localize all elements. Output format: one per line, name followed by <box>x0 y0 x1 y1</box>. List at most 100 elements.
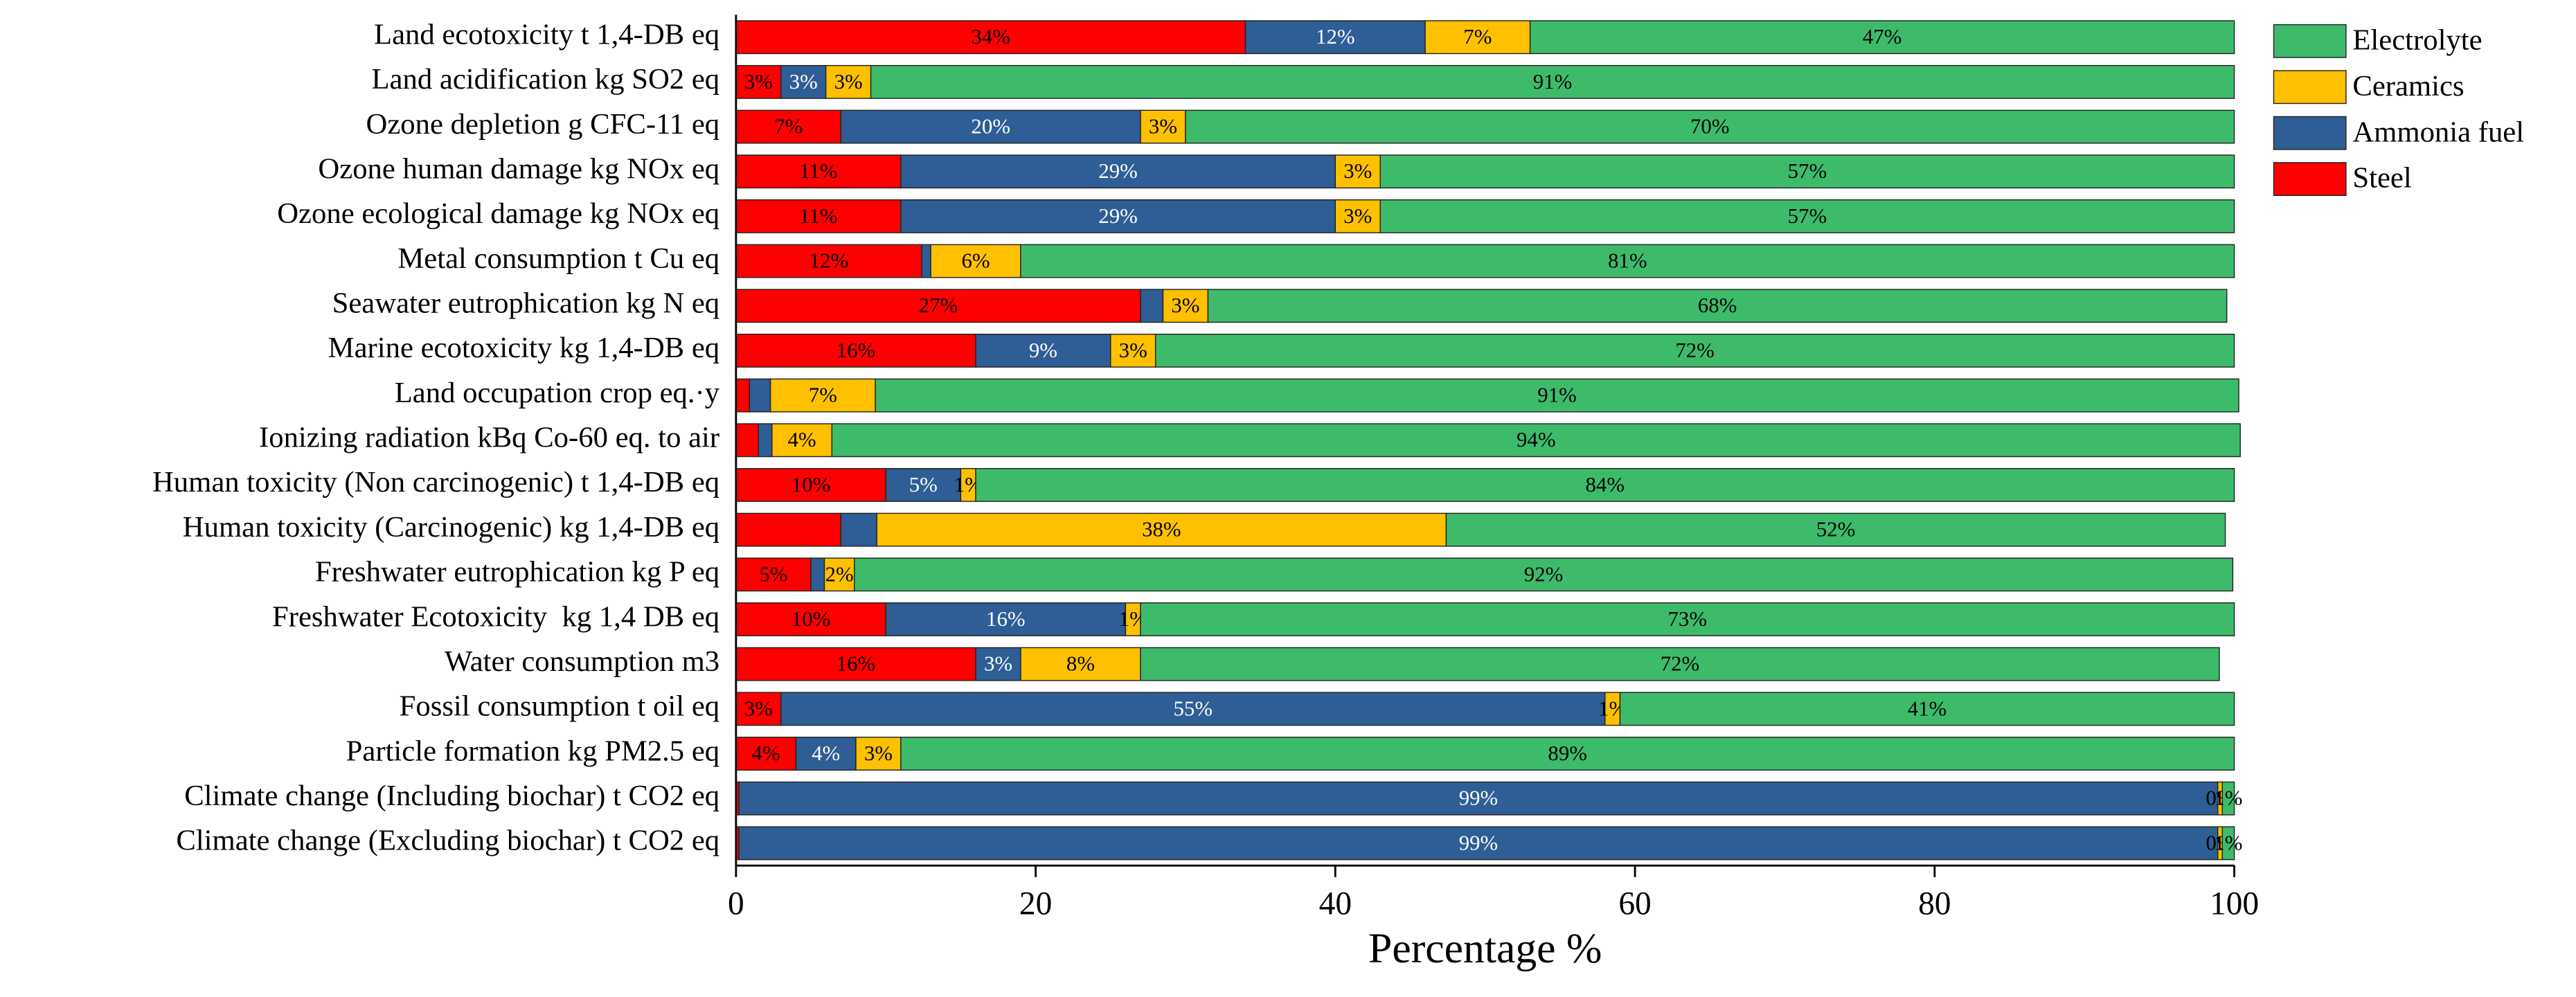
bar-segment <box>1020 244 2235 278</box>
y-tick-label: Freshwater Ecotoxicity kg 1,4 DB eq <box>272 600 719 633</box>
bar-segment <box>735 557 812 592</box>
y-tick-label: Ozone ecological damage kg NOx eq <box>277 197 719 230</box>
data-label: 5% <box>759 562 787 586</box>
bar-segment <box>738 781 2219 816</box>
data-label: 1% <box>2214 787 2242 810</box>
y-tick-label: Metal consumption t Cu eq <box>397 242 719 275</box>
data-label: 10% <box>791 607 831 631</box>
legend-swatch <box>2273 162 2347 197</box>
data-label: 3% <box>1171 294 1199 317</box>
bar-segment <box>975 468 2235 502</box>
bar-segment <box>1207 289 2228 323</box>
x-tick-label: 40 <box>1319 886 1352 922</box>
data-label: 38% <box>1142 518 1181 541</box>
legend-swatch <box>2273 116 2347 150</box>
data-label: 70% <box>1690 114 1730 138</box>
data-label: 72% <box>1675 339 1715 362</box>
bar-segment <box>1619 692 2235 726</box>
bar-segment <box>823 557 855 592</box>
bar-segment <box>900 737 2235 771</box>
data-label: 57% <box>1788 204 1827 228</box>
bar-segment <box>930 244 1021 278</box>
bar-segment <box>735 20 1246 55</box>
bar-segment <box>831 423 2241 458</box>
data-label: 94% <box>1517 428 1556 451</box>
bar-segment <box>1445 512 2226 547</box>
bar-segment <box>810 557 825 592</box>
data-label: 6% <box>961 249 990 273</box>
bar-segment <box>735 333 976 368</box>
data-label: 20% <box>971 114 1010 138</box>
data-label: 7% <box>809 384 837 407</box>
bar-segment <box>1140 602 2235 636</box>
data-label: 3% <box>1119 339 1147 362</box>
y-tick-label: Climate change (Excluding biochar) t CO2… <box>176 825 719 857</box>
bar-segment <box>2221 826 2235 861</box>
data-label: 91% <box>1533 70 1573 93</box>
bar-segment <box>735 423 760 458</box>
data-label: 4% <box>752 742 780 765</box>
data-label: 34% <box>971 25 1010 48</box>
bar-segment <box>735 154 902 189</box>
x-tick-label: 20 <box>1019 886 1052 922</box>
data-label: 29% <box>1098 159 1138 183</box>
legend-label: Electrolyte <box>2352 24 2482 56</box>
data-label: 16% <box>986 607 1026 631</box>
y-tick-label: Human toxicity (Carcinogenic) kg 1,4-DB … <box>183 511 719 544</box>
data-label: 3% <box>1149 114 1177 138</box>
data-label: 72% <box>1661 652 1700 676</box>
data-label: 7% <box>774 114 803 138</box>
bar-segment <box>1154 333 2235 368</box>
data-label: 9% <box>1029 339 1057 362</box>
bar-segment <box>780 692 1606 726</box>
bar-segment <box>875 378 2239 413</box>
bar-segment <box>1162 289 1209 323</box>
y-tick-label: Ozone depletion g CFC-11 eq <box>366 108 720 141</box>
bar-segment <box>1529 20 2235 55</box>
bar-segment <box>735 512 842 547</box>
y-tick-label: Marine ecotoxicity kg 1,4-DB eq <box>328 332 719 364</box>
bar-segment <box>735 378 751 413</box>
y-tick-label: Climate change (Including biochar) t CO2… <box>184 780 719 812</box>
bar-segment <box>840 512 877 547</box>
bar-segment <box>900 154 1336 189</box>
y-tick-label: Ionizing radiation kBq Co-60 eq. to air <box>259 422 719 454</box>
bar-segment <box>1424 20 1531 55</box>
bar-segment <box>735 647 976 681</box>
bar-segment <box>1334 199 1381 233</box>
data-label: 12% <box>1316 25 1355 48</box>
bar-segment <box>854 557 2234 592</box>
bar-segment <box>735 64 782 99</box>
data-label: 3% <box>984 652 1012 676</box>
y-tick-label: Particle formation kg PM2.5 eq <box>346 735 719 767</box>
data-label: 55% <box>1174 697 1213 720</box>
data-label: 4% <box>812 742 840 765</box>
x-tick-label: 100 <box>2210 886 2259 922</box>
data-label: 8% <box>1066 652 1095 676</box>
data-label: 92% <box>1524 562 1564 586</box>
data-label: 99% <box>1459 787 1499 810</box>
y-tick-label: Seawater eutrophication kg N eq <box>332 287 719 320</box>
bar-segment <box>769 378 876 413</box>
bar-segment <box>825 64 872 99</box>
bar-segment <box>738 826 2219 861</box>
data-label: 16% <box>837 652 876 676</box>
data-label: 11% <box>799 204 837 228</box>
y-tick-label: Water consumption m3 <box>445 645 719 678</box>
bar-segment <box>758 423 773 458</box>
data-label: 47% <box>1863 25 1902 48</box>
data-label: 5% <box>909 473 938 496</box>
bar-segment <box>1110 333 1156 368</box>
bar-segment <box>870 64 2235 99</box>
bar-segment <box>780 64 827 99</box>
bar-segment <box>735 602 886 636</box>
data-label: 2% <box>825 562 854 586</box>
data-label: 16% <box>837 339 876 362</box>
data-label: 41% <box>1908 697 1947 720</box>
y-tick-label: Freshwater eutrophication kg P eq <box>315 556 719 589</box>
bar-segment <box>855 737 902 771</box>
bar-segment <box>735 468 886 502</box>
data-label: 11% <box>799 159 837 183</box>
y-tick-label: Ozone human damage kg NOx eq <box>318 153 719 186</box>
